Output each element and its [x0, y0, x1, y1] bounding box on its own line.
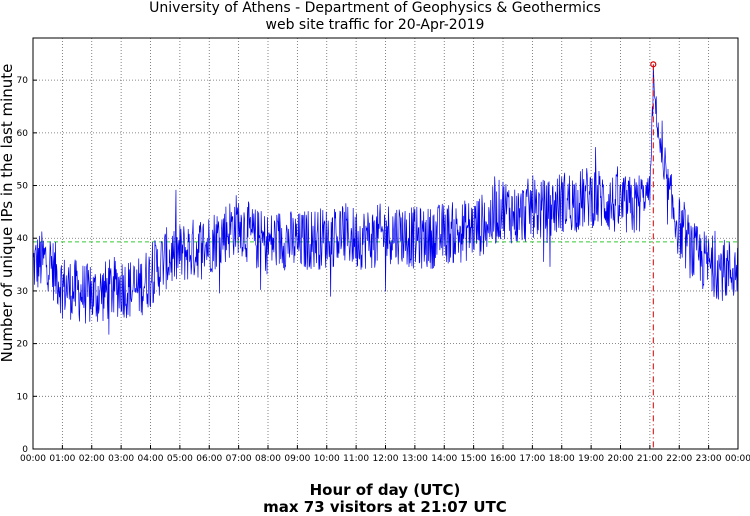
x-tick-label: 23:00: [696, 454, 722, 464]
x-tick-label: 01:00: [49, 454, 75, 464]
y-axis-label-text: Number of unique IPs in the last minute: [0, 63, 16, 363]
traffic-series-line: [32, 64, 739, 335]
x-tick-label: 05:00: [167, 454, 193, 464]
x-tick-label: 12:00: [373, 454, 399, 464]
x-tick-label: 20:00: [608, 454, 634, 464]
chart-title: University of Athens - Department of Geo…: [149, 0, 601, 16]
x-tick-label: 00:00: [725, 454, 750, 464]
x-tick-label: 07:00: [226, 454, 252, 464]
x-tick-label: 15:00: [461, 454, 487, 464]
series-layer: [32, 64, 739, 335]
x-tick-label: 10:00: [314, 454, 340, 464]
y-tick-label: 40: [17, 234, 29, 244]
y-tick-label: 20: [17, 340, 29, 350]
x-tick-label: 09:00: [284, 454, 310, 464]
x-tick-labels: 00:00 01:00 02:00 03:00 04:00 05:00 06:00 07:00…: [20, 454, 750, 464]
chart-subtitle: web site traffic for 20-Apr-2019: [265, 17, 485, 33]
x-tick-label: 18:00: [549, 454, 575, 464]
y-tick-label: 0: [22, 445, 28, 455]
y-tick-label: 60: [17, 129, 29, 139]
y-tick-label: 30: [17, 287, 29, 297]
x-tick-label: 22:00: [666, 454, 692, 464]
x-tick-label: 21:00: [637, 454, 663, 464]
y-tick-label: 10: [17, 392, 29, 402]
x-tick-label: 14:00: [431, 454, 457, 464]
x-tick-label: 16:00: [490, 454, 516, 464]
x-tick-label: 03:00: [108, 454, 134, 464]
x-tick-label: 00:00: [20, 454, 46, 464]
x-tick-label: 06:00: [196, 454, 222, 464]
max-marker-layer: [650, 61, 657, 449]
x-tick-label: 04:00: [138, 454, 164, 464]
y-tick-labels: 0 10 20 30 40 50 60 70: [17, 76, 29, 455]
x-tick-label: 11:00: [343, 454, 369, 464]
max-marker-point: [650, 61, 657, 68]
y-tick-label: 50: [17, 182, 29, 192]
x-tick-label: 02:00: [79, 454, 105, 464]
x-tick-label: 19:00: [578, 454, 604, 464]
max-visitors-caption: max 73 visitors at 21:07 UTC: [263, 498, 507, 516]
x-tick-label: 17:00: [519, 454, 545, 464]
x-tick-label: 08:00: [255, 454, 281, 464]
plot-frame: [32, 37, 739, 450]
y-tick-label: 70: [17, 76, 29, 86]
x-axis-label: Hour of day (UTC): [309, 481, 461, 499]
x-tick-label: 13:00: [402, 454, 428, 464]
